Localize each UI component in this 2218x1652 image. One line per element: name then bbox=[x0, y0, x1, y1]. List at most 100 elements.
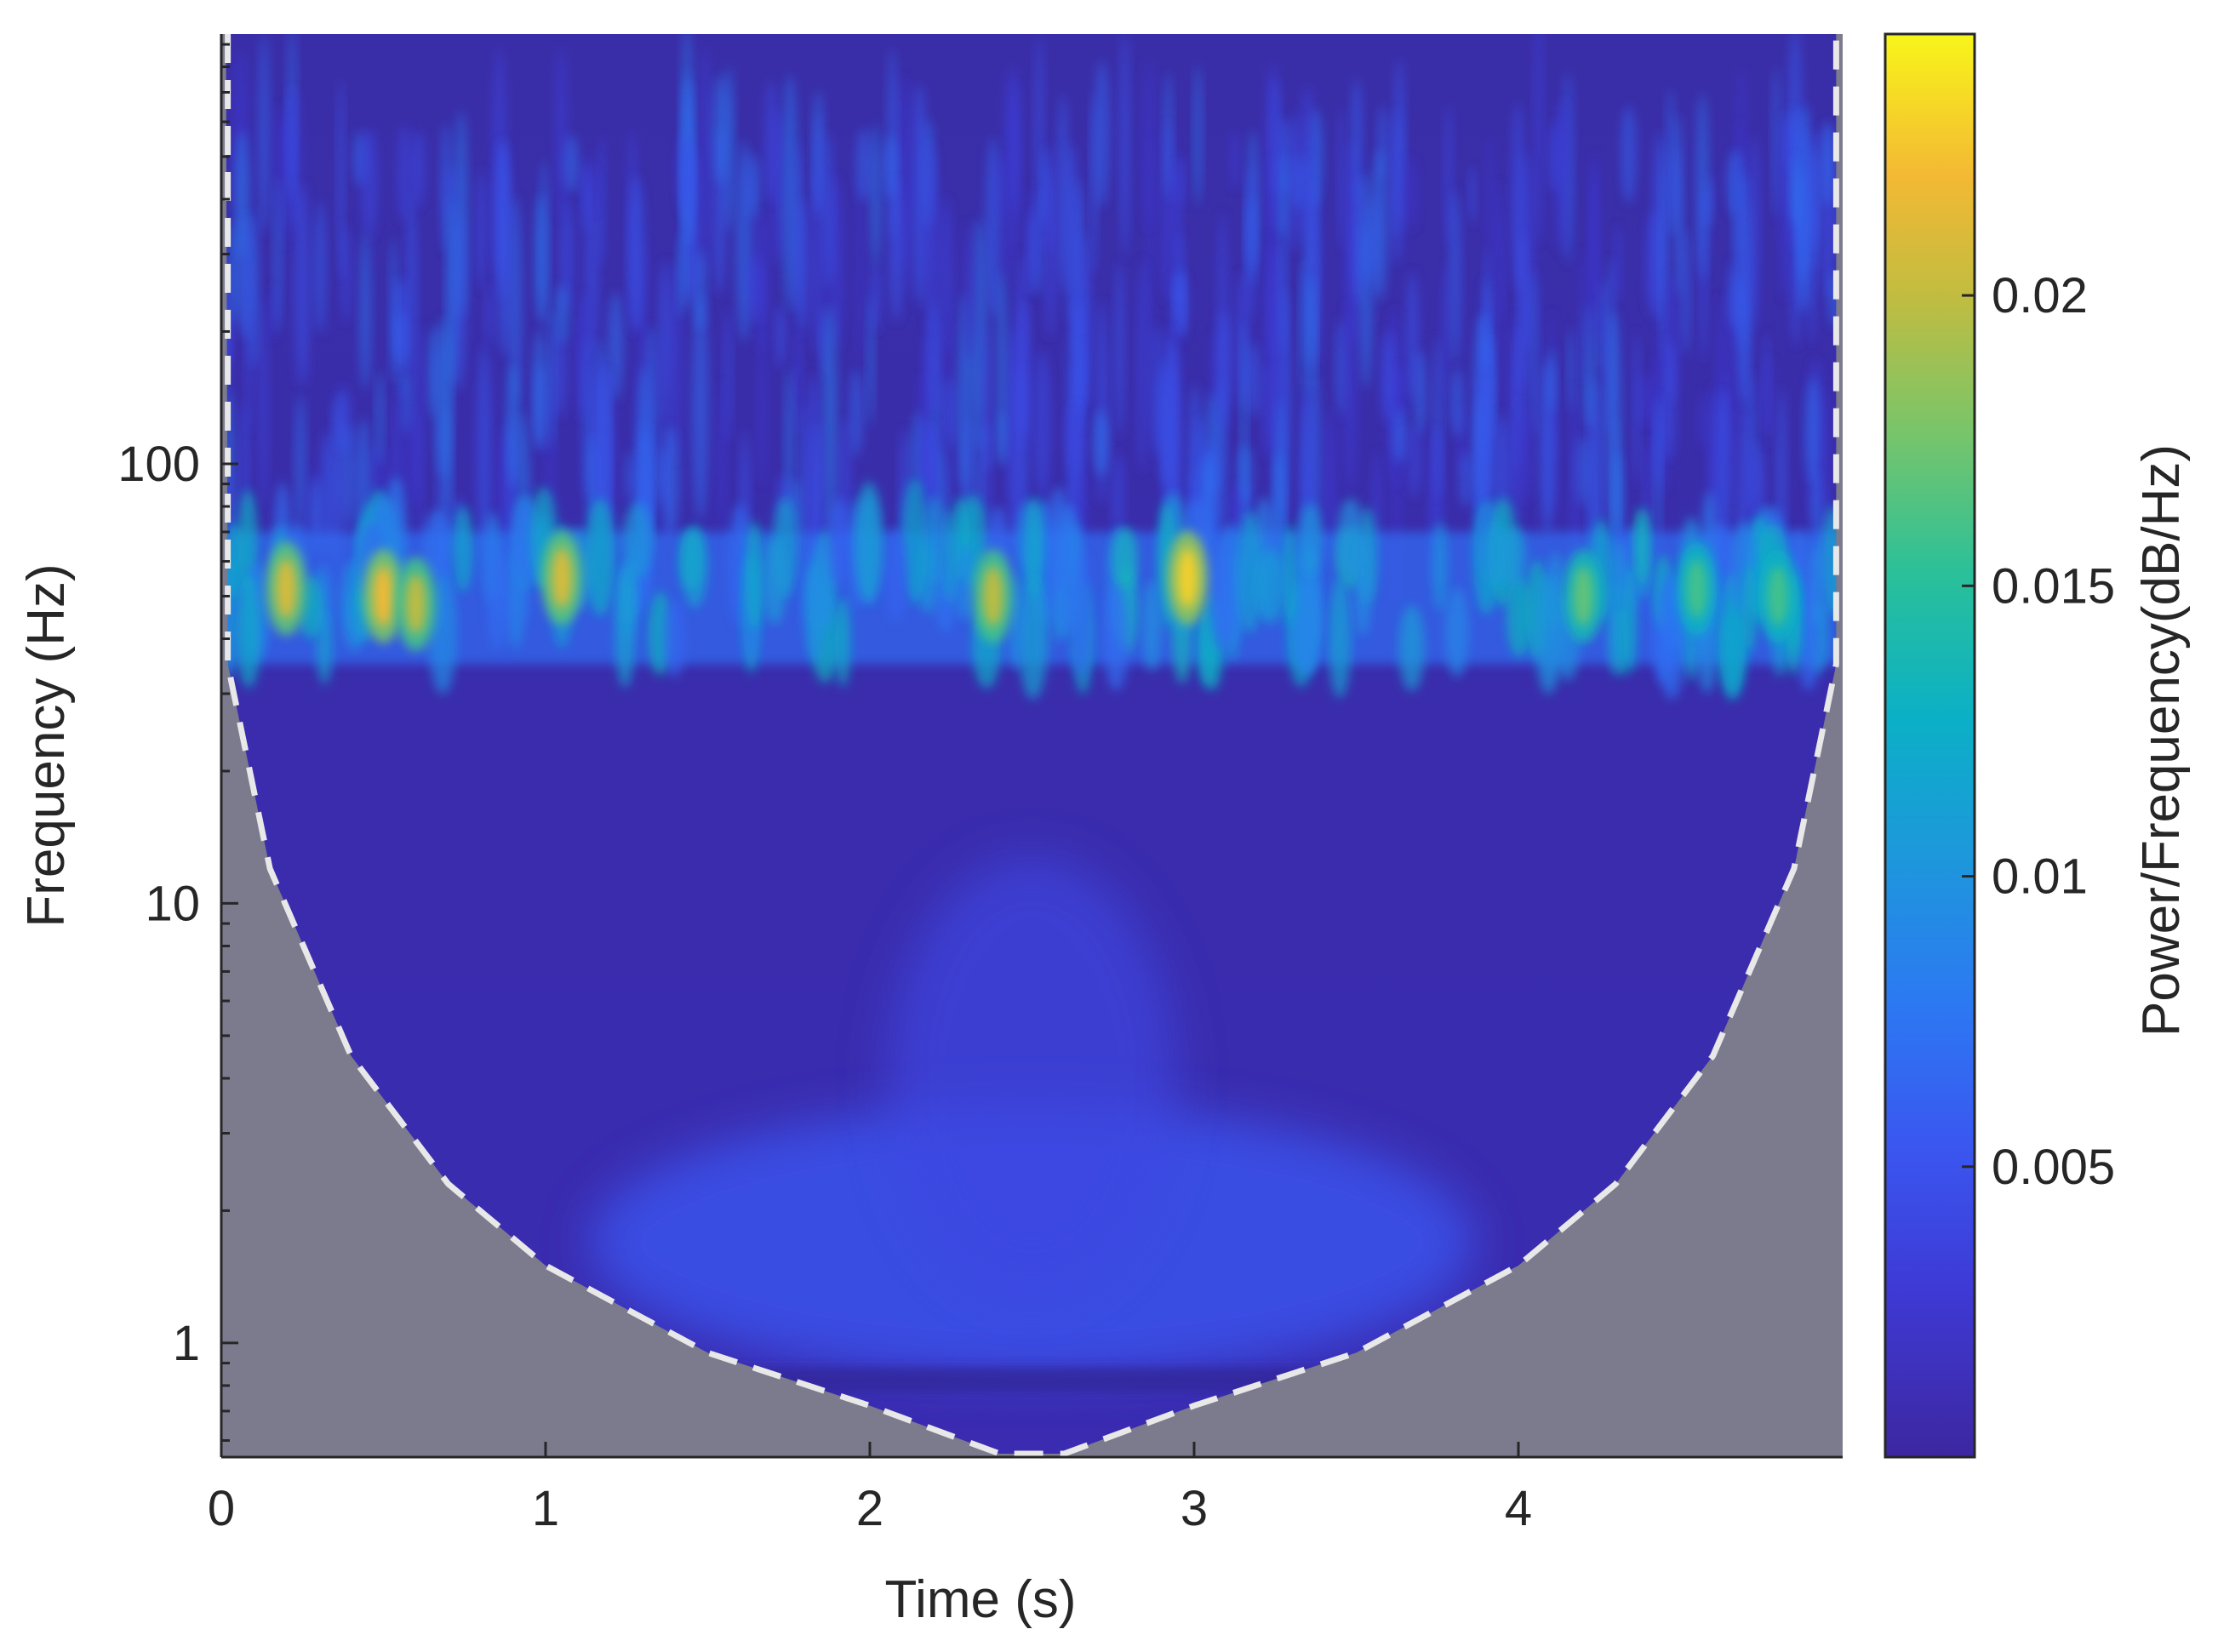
colorbar-fill bbox=[1884, 32, 1976, 1459]
heatmap-hf-streak bbox=[1540, 361, 1556, 535]
heatmap-hf-streak bbox=[1407, 425, 1422, 498]
heatmap-gamma-blob bbox=[1398, 604, 1425, 692]
heatmap-gamma-blob bbox=[924, 496, 943, 586]
heatmap-hf-streak bbox=[258, 34, 270, 235]
heatmap-gamma-blob bbox=[1024, 496, 1044, 598]
heatmap-hf-streak bbox=[855, 129, 872, 203]
heatmap-hf-streak bbox=[793, 321, 803, 435]
heatmap-hf-streak bbox=[1598, 278, 1606, 377]
heatmap-gamma-blob bbox=[855, 481, 883, 603]
heatmap-hf-streak bbox=[1672, 113, 1684, 299]
heatmap-hf-streak bbox=[1114, 260, 1125, 436]
colorbar-tick-label: 0.01 bbox=[1992, 849, 2088, 905]
plot-area bbox=[221, 34, 1843, 1457]
heatmap-hf-streak bbox=[628, 175, 645, 334]
heatmap-gamma-blob bbox=[942, 509, 957, 603]
heatmap-hf-streak bbox=[259, 295, 268, 506]
heatmap-hf-streak bbox=[476, 169, 487, 290]
heatmap-hf-streak bbox=[1391, 109, 1403, 265]
heatmap-hf-streak bbox=[477, 344, 492, 566]
heatmap-hf-streak bbox=[1174, 161, 1183, 266]
heatmap-hf-streak bbox=[236, 212, 251, 340]
heatmap-hf-streak bbox=[677, 132, 695, 215]
heatmap-hf-streak bbox=[1057, 94, 1069, 293]
heatmap-hf-streak bbox=[1747, 461, 1757, 540]
heatmap-hf-streak bbox=[294, 183, 311, 386]
heatmap-hf-streak bbox=[1163, 72, 1173, 201]
heatmap-gamma-blob bbox=[1506, 574, 1532, 657]
heatmap-hf-streak bbox=[1772, 66, 1781, 219]
heatmap-hf-streak bbox=[598, 135, 606, 268]
heatmap-hf-streak bbox=[337, 78, 345, 279]
heatmap-hf-streak bbox=[1518, 232, 1528, 389]
heatmap-gamma-blob bbox=[1103, 584, 1129, 691]
heatmap-hf-streak bbox=[1307, 275, 1317, 393]
heatmap-peak bbox=[405, 574, 426, 634]
heatmap-gamma-blob bbox=[664, 599, 685, 678]
heatmap-hf-streak bbox=[1358, 171, 1373, 389]
heatmap-gamma-blob bbox=[487, 544, 508, 651]
heatmap-hf-streak bbox=[1351, 77, 1363, 203]
y-tick-label: 10 bbox=[145, 876, 200, 931]
heatmap-hf-streak bbox=[1279, 176, 1288, 353]
heatmap-hf-streak bbox=[1043, 142, 1058, 338]
heatmap-hf-streak bbox=[1495, 182, 1505, 323]
heatmap-hf-streak bbox=[943, 320, 953, 513]
colorbar-tick-label: 0.005 bbox=[1992, 1140, 2115, 1195]
heatmap-hf-streak bbox=[1240, 318, 1248, 532]
heatmap-hf-streak bbox=[822, 304, 837, 537]
heatmap-gamma-blob bbox=[236, 574, 261, 689]
heatmap-hf-streak bbox=[506, 363, 521, 489]
axes: 0 1 2 3 4 1 10 100 Time (s) Frequency (Hz) bbox=[17, 34, 1843, 1629]
heatmap-hf-streak bbox=[554, 283, 569, 346]
heatmap-hf-streak bbox=[608, 291, 624, 401]
heatmap-hf-streak bbox=[1577, 249, 1588, 382]
heatmap-hf-streak bbox=[1633, 331, 1641, 485]
heatmap-hf-streak bbox=[659, 260, 672, 420]
heatmap-hf-streak bbox=[1534, 34, 1544, 244]
heatmap-hf-streak bbox=[870, 123, 882, 266]
heatmap-hf-streak bbox=[692, 294, 709, 521]
x-ticks: 0 1 2 3 4 bbox=[208, 1442, 1532, 1536]
heatmap-hf-streak bbox=[1381, 329, 1395, 424]
heatmap-hf-streak bbox=[1444, 104, 1453, 246]
heatmap-gamma-blob bbox=[884, 528, 907, 624]
heatmap-hf-streak bbox=[1193, 65, 1203, 208]
heatmap-peak bbox=[1573, 566, 1594, 626]
cone-of-influence-line bbox=[225, 34, 1839, 1457]
heatmap-peak bbox=[1767, 566, 1788, 626]
heatmap-gamma-blob bbox=[1237, 511, 1263, 634]
heatmap-hf-streak bbox=[1009, 81, 1020, 253]
colorbar-tick-label: 0.015 bbox=[1992, 558, 2115, 614]
heatmap-hf-streak bbox=[278, 101, 290, 247]
heatmap-hf-streak bbox=[411, 129, 426, 207]
x-tick-label: 0 bbox=[208, 1481, 235, 1536]
heatmap-gamma-blob bbox=[1282, 523, 1297, 626]
heatmap-layer bbox=[221, 34, 1843, 1393]
x-tick-label: 3 bbox=[1180, 1481, 1208, 1536]
heatmap-hf-streak bbox=[1459, 452, 1472, 507]
heatmap-hf-streak bbox=[1518, 408, 1535, 501]
heatmap-hf-streak bbox=[440, 123, 452, 253]
heatmap-gamma-blob bbox=[1298, 503, 1323, 577]
heatmap-hf-streak bbox=[295, 393, 306, 538]
heatmap-peak bbox=[1686, 558, 1707, 619]
heatmap-gamma-blob bbox=[1054, 504, 1083, 632]
heatmap-hf-streak bbox=[1700, 184, 1707, 361]
heatmap-hf-streak bbox=[1289, 111, 1301, 253]
heatmap-hf-streak bbox=[1015, 302, 1030, 448]
heatmap-gamma-blob bbox=[1198, 609, 1216, 688]
heatmap-gamma-blob bbox=[1808, 543, 1825, 628]
heatmap-gamma-blob bbox=[1255, 548, 1286, 625]
heatmap-peak bbox=[982, 566, 1003, 626]
heatmap-hf-streak bbox=[1761, 356, 1775, 433]
heatmap-hf-streak bbox=[427, 327, 439, 418]
heatmap-hf-streak bbox=[484, 282, 494, 347]
heatmap-gamma-blob bbox=[1622, 565, 1638, 674]
heatmap-hf-streak bbox=[677, 232, 686, 318]
heatmap-hf-streak bbox=[764, 79, 779, 204]
heatmap-hf-streak bbox=[1209, 331, 1219, 405]
heatmap-hf-streak bbox=[397, 124, 412, 222]
heatmap-peak bbox=[1177, 548, 1198, 609]
heatmap-hf-streak bbox=[540, 159, 549, 333]
